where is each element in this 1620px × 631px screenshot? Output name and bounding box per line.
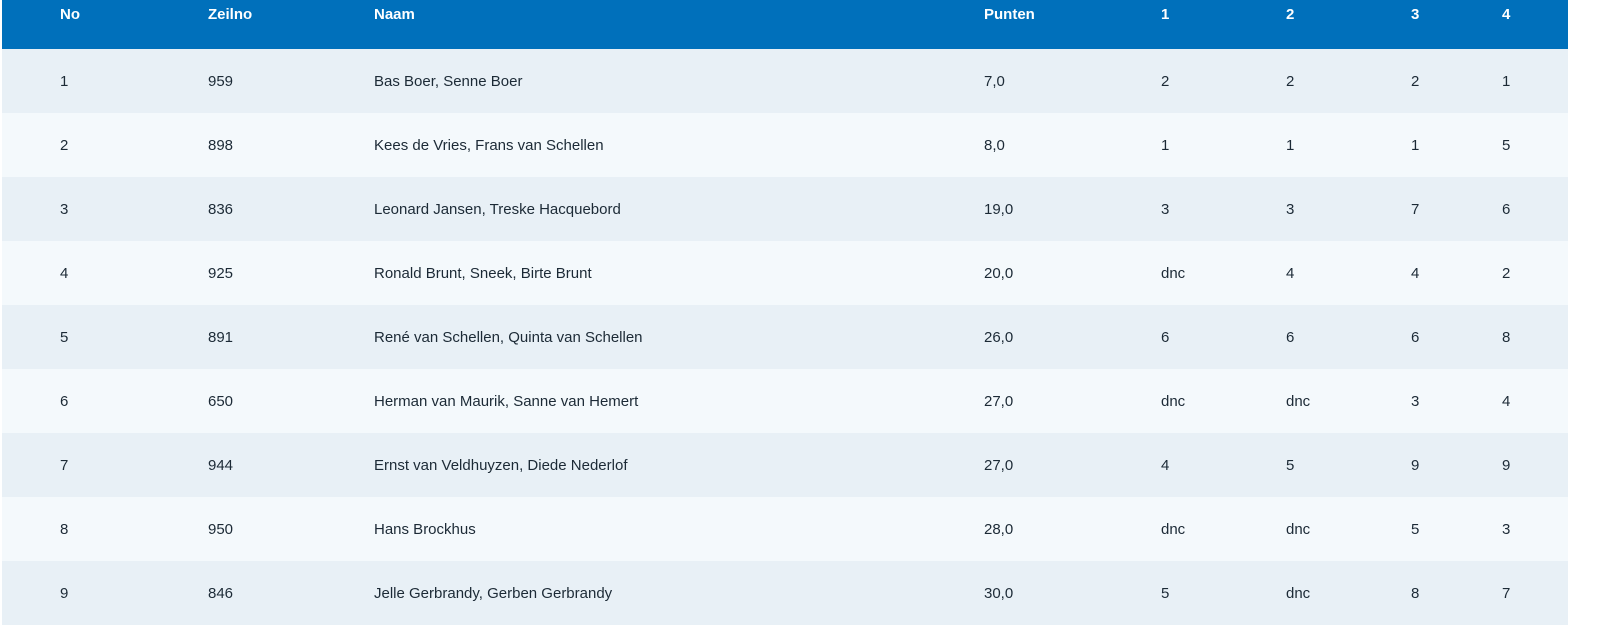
results-table: No Zeilno Naam Punten 1 2 3 4 1 959 Bas Bo… bbox=[2, 0, 1568, 625]
cell-no: 1 bbox=[60, 72, 69, 90]
table-row: 7 944 Ernst van Veldhuyzen, Diede Nederlof… bbox=[2, 433, 1568, 497]
cell-race-4: 5 bbox=[1502, 136, 1511, 154]
cell-punten: 8,0 bbox=[984, 136, 1005, 154]
cell-no: 7 bbox=[60, 456, 69, 474]
cell-race-1: dnc bbox=[1161, 520, 1186, 538]
cell-naam: Hans Brockhus bbox=[374, 520, 476, 538]
cell-punten: 20,0 bbox=[984, 264, 1014, 282]
header-zeilno[interactable]: Zeilno bbox=[208, 6, 253, 23]
cell-zeilno: 836 bbox=[208, 200, 234, 218]
cell-race-1: dnc bbox=[1161, 264, 1186, 282]
cell-race-2: 1 bbox=[1286, 136, 1295, 154]
header-race-4[interactable]: 4 bbox=[1502, 6, 1511, 23]
header-race-2[interactable]: 2 bbox=[1286, 6, 1295, 23]
cell-punten: 7,0 bbox=[984, 72, 1005, 90]
cell-no: 4 bbox=[60, 264, 69, 282]
cell-race-2: 3 bbox=[1286, 200, 1295, 218]
table-row: 4 925 Ronald Brunt, Sneek, Birte Brunt 20,0… bbox=[2, 241, 1568, 305]
cell-race-4: 4 bbox=[1502, 392, 1511, 410]
header-row: No Zeilno Naam Punten 1 2 3 4 bbox=[2, 0, 1568, 49]
header-punten[interactable]: Punten bbox=[984, 6, 1035, 23]
cell-no: 9 bbox=[60, 584, 69, 602]
table-row: 2 898 Kees de Vries, Frans van Schellen 8,0… bbox=[2, 113, 1568, 177]
cell-naam: René van Schellen, Quinta van Schellen bbox=[374, 328, 643, 346]
cell-race-1: 6 bbox=[1161, 328, 1170, 346]
cell-race-2: 2 bbox=[1286, 72, 1295, 90]
table-row: 5 891 René van Schellen, Quinta van Schell… bbox=[2, 305, 1568, 369]
header-no[interactable]: No bbox=[60, 6, 80, 23]
cell-naam: Leonard Jansen, Treske Hacquebord bbox=[374, 200, 621, 218]
cell-punten: 28,0 bbox=[984, 520, 1014, 538]
header-race-1[interactable]: 1 bbox=[1161, 6, 1170, 23]
cell-race-3: 1 bbox=[1411, 136, 1420, 154]
cell-punten: 27,0 bbox=[984, 392, 1014, 410]
cell-naam: Ronald Brunt, Sneek, Birte Brunt bbox=[374, 264, 592, 282]
cell-race-4: 2 bbox=[1502, 264, 1511, 282]
cell-zeilno: 950 bbox=[208, 520, 234, 538]
cell-race-1: 4 bbox=[1161, 456, 1170, 474]
cell-no: 3 bbox=[60, 200, 69, 218]
cell-race-1: dnc bbox=[1161, 392, 1186, 410]
cell-punten: 30,0 bbox=[984, 584, 1014, 602]
cell-zeilno: 959 bbox=[208, 72, 234, 90]
cell-punten: 27,0 bbox=[984, 456, 1014, 474]
cell-no: 5 bbox=[60, 328, 69, 346]
cell-punten: 26,0 bbox=[984, 328, 1014, 346]
cell-punten: 19,0 bbox=[984, 200, 1014, 218]
cell-no: 8 bbox=[60, 520, 69, 538]
table-header: No Zeilno Naam Punten 1 2 3 4 bbox=[2, 0, 1568, 49]
cell-race-3: 9 bbox=[1411, 456, 1420, 474]
cell-race-2: dnc bbox=[1286, 520, 1311, 538]
header-naam[interactable]: Naam bbox=[374, 6, 415, 23]
cell-race-1: 3 bbox=[1161, 200, 1170, 218]
header-race-3[interactable]: 3 bbox=[1411, 6, 1420, 23]
cell-race-1: 2 bbox=[1161, 72, 1170, 90]
cell-zeilno: 898 bbox=[208, 136, 234, 154]
cell-race-4: 7 bbox=[1502, 584, 1511, 602]
table-row: 6 650 Herman van Maurik, Sanne van Hemert 2… bbox=[2, 369, 1568, 433]
results-table-container: No Zeilno Naam Punten 1 2 3 4 1 959 Bas Bo… bbox=[2, 0, 1568, 631]
cell-race-2: 5 bbox=[1286, 456, 1295, 474]
table-row: 8 950 Hans Brockhus 28,0 dnc dnc 5 3 bbox=[2, 497, 1568, 561]
cell-race-4: 1 bbox=[1502, 72, 1511, 90]
cell-race-4: 9 bbox=[1502, 456, 1511, 474]
cell-race-1: 1 bbox=[1161, 136, 1170, 154]
cell-naam: Ernst van Veldhuyzen, Diede Nederlof bbox=[374, 456, 628, 474]
cell-race-2: dnc bbox=[1286, 392, 1311, 410]
table-row: 9 846 Jelle Gerbrandy, Gerben Gerbrandy 30,… bbox=[2, 561, 1568, 625]
cell-race-4: 6 bbox=[1502, 200, 1511, 218]
table-body: 1 959 Bas Boer, Senne Boer 7,0 2 2 2 1 2 898 Kees … bbox=[2, 49, 1568, 625]
table-row: 3 836 Leonard Jansen, Treske Hacquebord 19,… bbox=[2, 177, 1568, 241]
cell-naam: Bas Boer, Senne Boer bbox=[374, 72, 523, 90]
cell-race-4: 8 bbox=[1502, 328, 1511, 346]
cell-zeilno: 846 bbox=[208, 584, 234, 602]
cell-race-2: 6 bbox=[1286, 328, 1295, 346]
cell-race-3: 2 bbox=[1411, 72, 1420, 90]
cell-race-3: 7 bbox=[1411, 200, 1420, 218]
cell-zeilno: 650 bbox=[208, 392, 234, 410]
cell-naam: Kees de Vries, Frans van Schellen bbox=[374, 136, 604, 154]
cell-race-3: 3 bbox=[1411, 392, 1420, 410]
cell-zeilno: 891 bbox=[208, 328, 234, 346]
cell-no: 2 bbox=[60, 136, 69, 154]
cell-no: 6 bbox=[60, 392, 69, 410]
cell-zeilno: 944 bbox=[208, 456, 234, 474]
cell-race-3: 6 bbox=[1411, 328, 1420, 346]
cell-race-2: dnc bbox=[1286, 584, 1311, 602]
cell-race-3: 5 bbox=[1411, 520, 1420, 538]
table-row: 1 959 Bas Boer, Senne Boer 7,0 2 2 2 1 bbox=[2, 49, 1568, 113]
cell-zeilno: 925 bbox=[208, 264, 234, 282]
cell-naam: Herman van Maurik, Sanne van Hemert bbox=[374, 392, 639, 410]
cell-naam: Jelle Gerbrandy, Gerben Gerbrandy bbox=[374, 584, 613, 602]
cell-race-4: 3 bbox=[1502, 520, 1511, 538]
cell-race-2: 4 bbox=[1286, 264, 1295, 282]
cell-race-3: 4 bbox=[1411, 264, 1420, 282]
cell-race-3: 8 bbox=[1411, 584, 1420, 602]
cell-race-1: 5 bbox=[1161, 584, 1170, 602]
